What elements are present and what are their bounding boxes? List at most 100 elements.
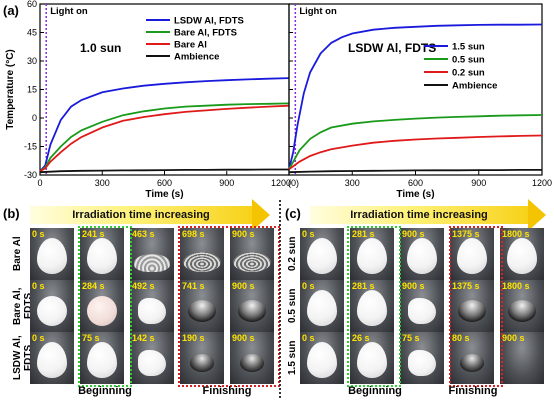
frame-time-label: 75 s [82,333,100,343]
droplet-frame: 281 s [350,280,394,332]
y-tick-label: 60 [27,0,37,9]
x-tick-label: 600 [157,178,172,188]
frame-time-label: 0 s [302,229,315,239]
x-tick-label: (0) [288,178,299,188]
frame-time-label: 463 s [132,229,155,239]
y-axis-label: Temperature (°C) [5,49,16,130]
droplet-shape [307,290,337,326]
droplet-frame: 900 s [230,332,274,384]
droplet-shape [87,238,117,274]
frame-time-label: 284 s [82,281,105,291]
droplet-shape [138,298,166,324]
frame-time-label: 0 s [32,229,45,239]
y-tick-label: 30 [27,56,37,66]
plot-frame-0 [39,3,290,176]
panel-divider [279,200,281,398]
row-label: Bare Al [12,236,23,272]
droplet-shape [460,354,484,372]
droplet-shape [508,300,536,322]
series-line [39,77,290,172]
panel-label-a: (a) [3,3,19,18]
frame-time-label: 900 s [502,333,525,343]
droplet-shape [190,354,214,372]
light-on-label: Light on [299,6,337,17]
frame-time-label: 1375 s [452,229,480,239]
droplet-shape [37,296,67,326]
droplet-shape [357,238,387,274]
droplet-shape [37,342,67,378]
beginning-label-c: Beginning [348,385,402,397]
droplet-frame: 900 s [230,228,274,280]
droplet-shape [238,300,266,322]
droplet-frame: 142 s [130,332,174,384]
droplet-shape [357,290,387,326]
frame-time-label: 900 s [402,281,425,291]
y-tick-label: 15 [27,85,37,95]
x-axis-label: Time (s) [396,189,434,200]
legend-label: LSDW Al, FDTS [174,16,244,27]
droplet-shape [507,238,537,274]
light-on-label: Light on [50,6,88,17]
row-label: 0.5 sun [287,288,298,324]
series-line [39,104,290,172]
droplet-frame: 900 s [400,280,444,332]
frame-time-label: 1800 s [502,281,530,291]
y-tick-label: 0 [32,113,37,123]
frame-time-label: 281 s [352,281,375,291]
x-tick-label: 0 [37,178,42,188]
frame-time-label: 1800 s [502,229,530,239]
frame-time-label: 0 s [302,333,315,343]
droplet-shape [87,296,117,326]
series-line [39,102,290,172]
droplet-shape [188,300,216,322]
y-tick-label: -30 [24,170,37,180]
x-tick-label: 600 [408,178,423,188]
series-line [39,168,289,174]
droplet-shape [37,238,67,274]
plot-frame-1 [288,3,543,176]
finishing-label-c: Finishing [448,385,498,397]
frame-time-label: 0 s [32,333,45,343]
droplet-frame: 1375 s [450,228,494,280]
droplet-frame: 0 s [300,332,344,384]
legend-label: Ambience [174,52,219,63]
frame-time-label: 900 s [232,229,255,239]
row-label: 0.2 sun [287,236,298,272]
droplet-shape [408,350,436,376]
frame-time-label: 281 s [352,229,375,239]
frame-time-label: 698 s [182,229,205,239]
droplet-shape [407,238,437,274]
series-line [288,114,543,170]
droplet-frame: 492 s [130,280,174,332]
series-line [288,23,543,170]
droplet-shape [87,342,117,378]
droplet-frame: 741 s [180,280,224,332]
chart-title: 1.0 sun [80,41,121,55]
banner-label-c: Irradiation time increasing [350,209,488,221]
banner-label-b: Irradiation time increasing [72,209,210,221]
droplet-frame: 281 s [350,228,394,280]
x-tick-label: 300 [345,178,360,188]
droplet-frame: 0 s [300,228,344,280]
droplet-shape [240,354,264,372]
panel-label-b: (b) [3,206,20,221]
temperature-chart: 0 300 600 900 1200 -30 -15 0 15 30 45 60 Time (s) Tem… [5,0,552,200]
series-line [288,134,543,171]
droplet-frame: 1800 s [500,228,544,280]
x-tick-label: 900 [471,178,486,188]
x-tick-label: 1200 [271,178,291,188]
droplet-frame: 463 s [130,228,174,280]
x-tick-label: 1200 [532,178,552,188]
legend-label: Ambience [452,81,497,92]
series-line [288,168,542,174]
droplet-frame: 0 s [30,228,74,280]
frame-time-label: 741 s [182,281,205,291]
x-axis-label: Time (s) [145,189,183,200]
droplet-shape [307,238,337,274]
panel-label-c: (c) [285,206,301,221]
droplet-frame: 0 s [30,332,74,384]
droplet-frame: 75 s [80,332,124,384]
droplet-frame: 0 s [300,280,344,332]
arrow-head-b [252,199,270,231]
droplet-frame: 900 s [230,280,274,332]
